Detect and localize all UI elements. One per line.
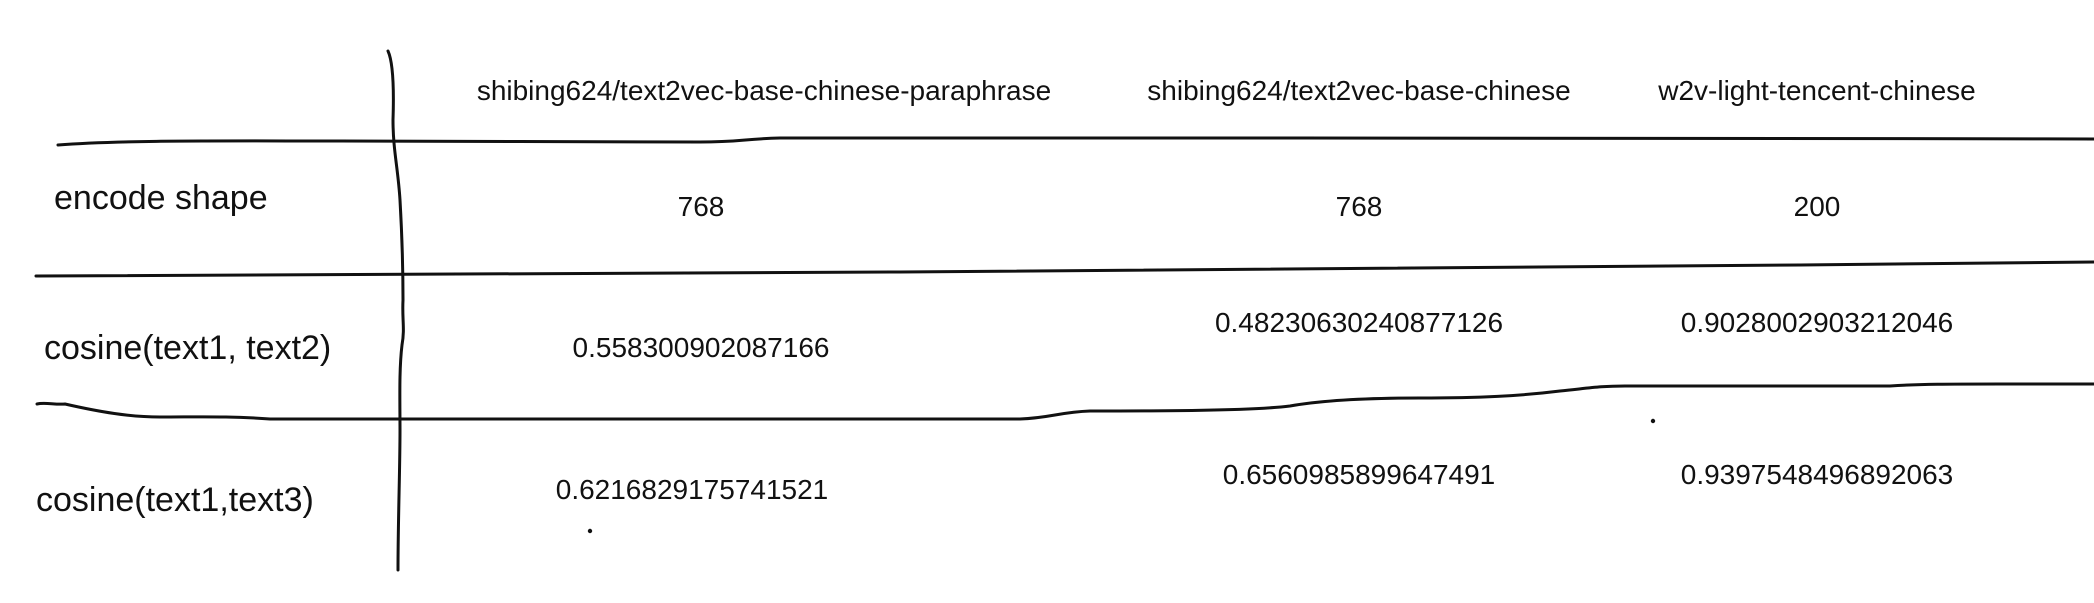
table-cell: 0.9028002903212046 <box>1680 307 1954 338</box>
row-header: cosine(text1,text3) <box>36 481 314 519</box>
table-cell: 768 <box>677 191 725 222</box>
header-bottom-line <box>56 136 2094 147</box>
stray-dot <box>1650 418 1656 424</box>
table-cell: 768 <box>1335 191 1383 222</box>
row-header: cosine(text1, text2) <box>44 329 332 367</box>
table-cell: 0.48230630240877126 <box>1214 307 1504 338</box>
row2-bottom-line <box>35 382 2094 421</box>
vertical-divider-line <box>386 49 405 572</box>
row-header: encode shape <box>54 179 268 217</box>
table-cell: 0.558300902087166 <box>572 332 830 363</box>
table-cell: 200 <box>1793 191 1841 222</box>
stray-dot <box>587 528 593 534</box>
column-header: shibing624/text2vec-base-chinese-paraphr… <box>476 75 1052 106</box>
row1-bottom-line <box>34 260 2094 278</box>
table-cell: 0.6216829175741521 <box>555 474 829 505</box>
column-header: w2v-light-tencent-chinese <box>1658 75 1976 106</box>
table-cell: 0.6560985899647491 <box>1222 459 1496 490</box>
column-header: shibing624/text2vec-base-chinese <box>1147 75 1571 106</box>
table-cell: 0.9397548496892063 <box>1680 459 1954 490</box>
